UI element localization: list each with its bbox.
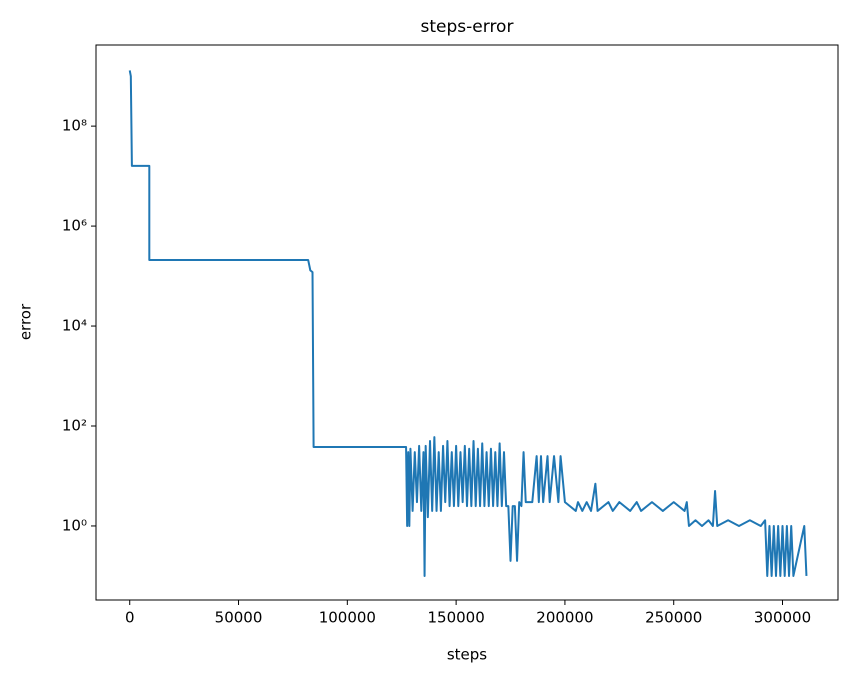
axes-frame: [95, 44, 839, 601]
x-tick-label: 150000: [427, 609, 484, 627]
x-axis-label: steps: [447, 646, 487, 664]
x-tick-label: 100000: [319, 609, 376, 627]
x-tick-label: 200000: [536, 609, 593, 627]
chart-title: steps-error: [421, 17, 514, 37]
y-tick-label: 10²: [62, 416, 87, 434]
y-tick-label: 10⁴: [62, 317, 87, 335]
y-tick-label: 10⁰: [62, 516, 87, 534]
y-tick-label: 10⁶: [62, 217, 87, 235]
x-tick-label: 300000: [754, 609, 811, 627]
x-tick-label: 250000: [645, 609, 702, 627]
x-tick-label: 0: [125, 609, 135, 627]
x-tick-label: 50000: [215, 609, 263, 627]
y-tick-label: 10⁸: [62, 117, 87, 135]
y-axis-label: error: [17, 303, 35, 340]
line: [128, 70, 808, 577]
